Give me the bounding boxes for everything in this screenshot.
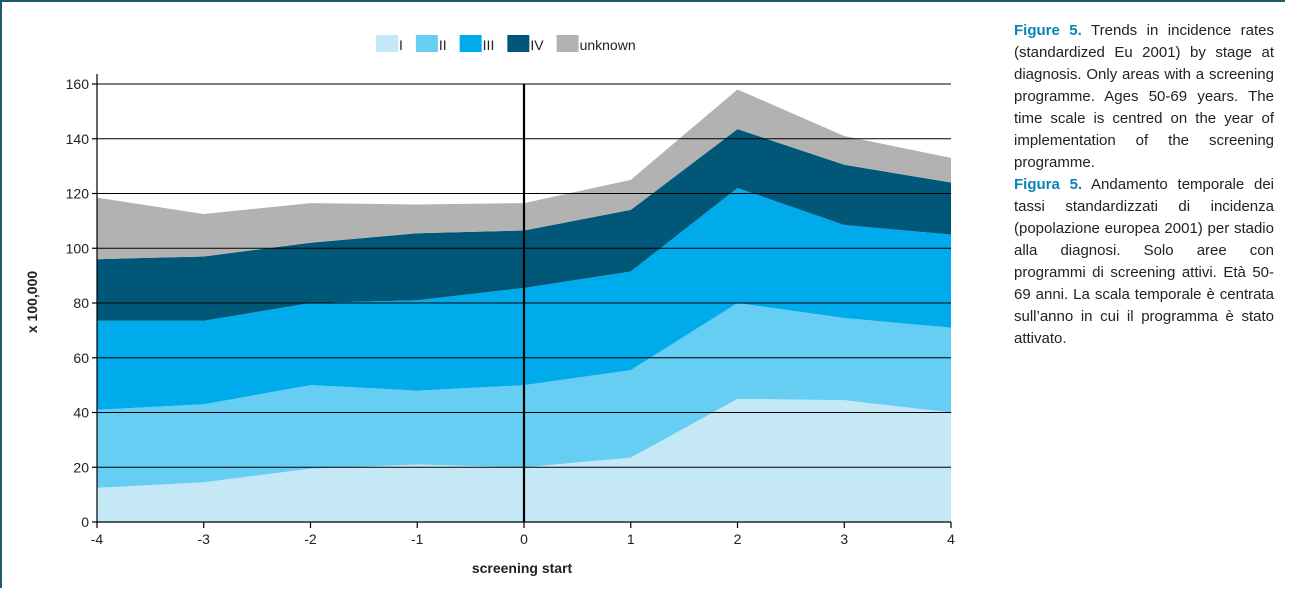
x-tick-label: -1 xyxy=(411,531,424,547)
y-tick-label: 80 xyxy=(73,295,89,311)
legend-label-unknown: unknown xyxy=(580,37,636,53)
legend-swatch-iv xyxy=(507,35,530,52)
caption-english: Figure 5. Trends in incidence rates (sta… xyxy=(1014,20,1274,174)
y-tick-label: 40 xyxy=(73,405,89,421)
legend: I II III IV unknown xyxy=(376,35,636,53)
x-tick-label: 3 xyxy=(840,531,848,547)
y-tick-label: 140 xyxy=(66,131,90,147)
caption-en-label: Figure 5. xyxy=(1014,22,1082,39)
area-series-unknown xyxy=(97,89,951,260)
legend-label-ii: II xyxy=(439,37,447,53)
caption-it-text: Andamento temporale dei tassi standardiz… xyxy=(1014,176,1275,347)
axes xyxy=(92,74,952,528)
legend-swatch-unknown xyxy=(556,35,579,52)
area-series-iv xyxy=(97,129,951,321)
legend-swatch-ii xyxy=(415,35,438,52)
y-tick-labels: 0 20 40 60 80 100 120 140 160 xyxy=(66,76,90,530)
x-tick-label: 0 xyxy=(520,531,528,547)
y-tick-label: 120 xyxy=(66,186,90,202)
legend-label-iv: IV xyxy=(530,37,544,53)
legend-label-i: I xyxy=(399,37,403,53)
y-tick-label: 100 xyxy=(66,240,90,256)
y-tick-label: 160 xyxy=(66,76,90,92)
x-tick-label: 1 xyxy=(627,531,635,547)
y-tick-label: 20 xyxy=(73,459,89,475)
figure-caption: Figure 5. Trends in incidence rates (sta… xyxy=(1014,20,1274,350)
caption-italian: Figura 5. Andamento temporale dei tassi … xyxy=(1014,174,1274,350)
legend-label-iii: III xyxy=(483,37,495,53)
y-tick-label: 0 xyxy=(81,514,89,530)
legend-swatch-i xyxy=(376,35,398,52)
caption-it-label: Figura 5. xyxy=(1014,176,1083,193)
x-tick-label: 2 xyxy=(734,531,742,547)
caption-en-text: Trends in incidence rates (standardized … xyxy=(1014,22,1275,171)
x-tick-labels: -4 -3 -2 -1 0 1 2 3 4 xyxy=(91,531,955,547)
x-axis-label: screening start xyxy=(472,560,573,576)
x-tick-label: -2 xyxy=(304,531,317,547)
y-axis-label: x 100,000 xyxy=(24,271,40,333)
legend-swatch-iii xyxy=(459,35,482,52)
x-tick-label: -3 xyxy=(198,531,211,547)
y-tick-label: 60 xyxy=(73,350,89,366)
x-tick-label: -4 xyxy=(91,531,104,547)
x-tick-label: 4 xyxy=(947,531,955,547)
area-series-i xyxy=(97,398,951,522)
